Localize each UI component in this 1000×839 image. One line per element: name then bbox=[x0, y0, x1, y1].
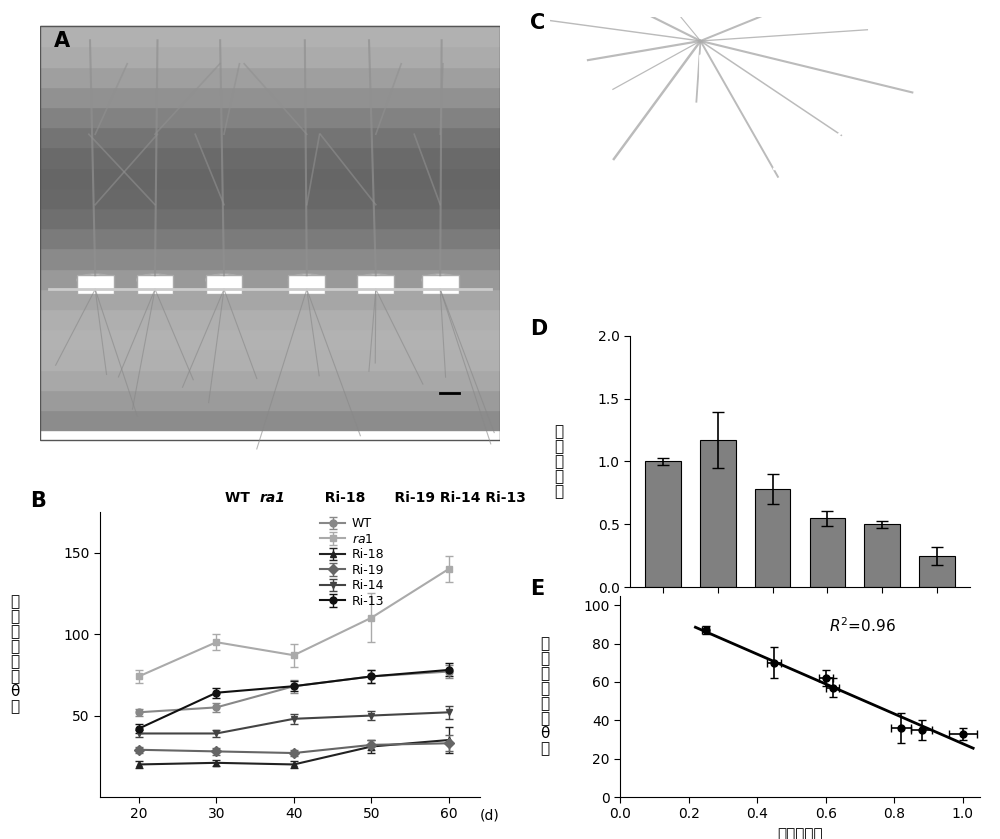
Bar bbox=[206, 275, 242, 294]
Ellipse shape bbox=[206, 274, 242, 286]
Bar bbox=[40, 107, 500, 128]
Bar bbox=[77, 275, 114, 294]
Bar bbox=[40, 329, 500, 349]
Text: B: B bbox=[30, 491, 46, 511]
Bar bbox=[40, 390, 500, 410]
Bar bbox=[40, 289, 500, 309]
Bar bbox=[40, 26, 500, 46]
Bar bbox=[288, 275, 325, 294]
Text: C: C bbox=[530, 13, 545, 33]
Bar bbox=[357, 275, 394, 294]
Bar bbox=[40, 370, 500, 390]
Bar bbox=[40, 228, 500, 248]
Bar bbox=[40, 410, 500, 430]
Text: (d): (d) bbox=[480, 809, 500, 823]
Text: E: E bbox=[530, 579, 544, 599]
Bar bbox=[40, 268, 500, 289]
Bar bbox=[40, 148, 500, 168]
Bar bbox=[40, 66, 500, 86]
Bar bbox=[40, 86, 500, 107]
Bar bbox=[40, 26, 500, 440]
Ellipse shape bbox=[137, 274, 173, 286]
Bar bbox=[919, 556, 955, 587]
Y-axis label: 相
对
表
达
量: 相 对 表 达 量 bbox=[554, 424, 563, 499]
Ellipse shape bbox=[422, 274, 459, 286]
Bar bbox=[40, 208, 500, 228]
Bar bbox=[40, 168, 500, 188]
Bar bbox=[700, 440, 736, 587]
Text: A: A bbox=[54, 31, 70, 51]
Bar bbox=[40, 188, 500, 208]
Bar bbox=[755, 489, 790, 587]
Bar bbox=[864, 524, 900, 587]
Text: D: D bbox=[530, 319, 547, 339]
Bar bbox=[137, 275, 173, 294]
Bar bbox=[40, 46, 500, 66]
Legend: WT, $ra1$, Ri-18, Ri-19, Ri-14, Ri-13: WT, $ra1$, Ri-18, Ri-19, Ri-14, Ri-13 bbox=[315, 513, 389, 612]
Bar bbox=[40, 248, 500, 268]
Ellipse shape bbox=[288, 274, 325, 286]
Bar bbox=[645, 461, 681, 587]
Bar bbox=[810, 518, 845, 587]
Text: $R^2$=0.96: $R^2$=0.96 bbox=[829, 616, 896, 634]
Bar bbox=[422, 275, 459, 294]
Text: Ri-18: Ri-18 bbox=[315, 491, 365, 505]
Bar bbox=[40, 349, 500, 370]
X-axis label: 相对表达量: 相对表达量 bbox=[777, 827, 823, 839]
Ellipse shape bbox=[357, 274, 394, 286]
Y-axis label: 根
生
长
角
度
（
θ
）: 根 生 长 角 度 （ θ ） bbox=[540, 636, 549, 757]
Bar bbox=[40, 128, 500, 148]
Text: ra1: ra1 bbox=[260, 491, 286, 505]
Text: θ: θ bbox=[897, 122, 909, 141]
Bar bbox=[40, 309, 500, 329]
Text: Ri-19 Ri-14 Ri-13: Ri-19 Ri-14 Ri-13 bbox=[375, 491, 526, 505]
Text: WT: WT bbox=[225, 491, 260, 505]
Y-axis label: 根
生
长
角
度
（
θ
）: 根 生 长 角 度 （ θ ） bbox=[10, 594, 19, 715]
Ellipse shape bbox=[77, 274, 114, 286]
